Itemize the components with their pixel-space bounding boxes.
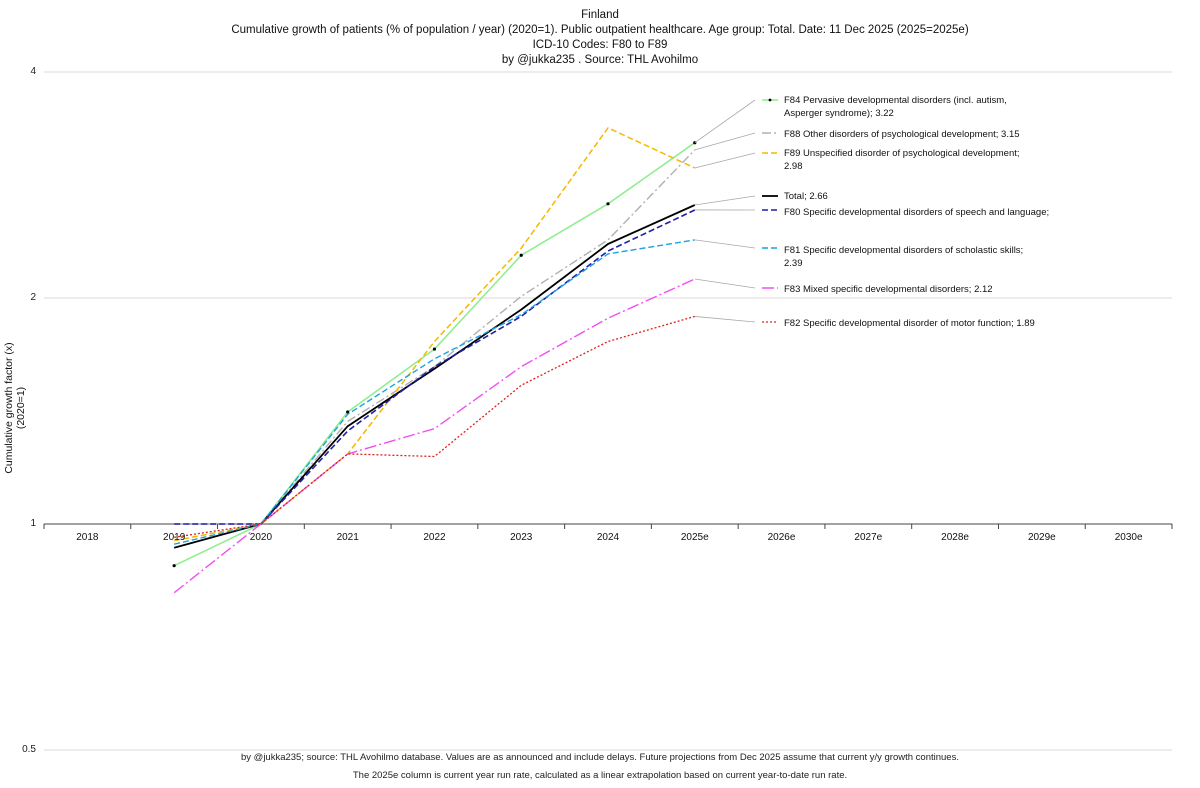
legend-entry: Total; 2.66 xyxy=(784,190,828,203)
y-tick-label: 1 xyxy=(30,518,36,529)
legend-entry-label: F83 Mixed specific developmental disorde… xyxy=(784,284,993,295)
legend-leader-6 xyxy=(694,278,756,289)
legend-entry: F81 Specific developmental disorders of … xyxy=(784,244,1023,270)
legend-leader-5 xyxy=(694,239,756,249)
x-tick-label: 2029e xyxy=(1027,532,1056,543)
x-tick-label: 2019 xyxy=(163,532,186,543)
legend-entry-label: F81 Specific developmental disorders of … xyxy=(784,245,1024,256)
legend-entry: F89 Unspecified disorder of psychologica… xyxy=(784,147,1020,173)
legend-entry: F83 Mixed specific developmental disorde… xyxy=(784,283,993,296)
y-tick-label: 4 xyxy=(30,66,36,77)
series-line-5 xyxy=(174,239,695,545)
x-tick-label: 2018 xyxy=(76,532,99,543)
x-tick-label: 2023 xyxy=(510,532,533,543)
series-point-0-2 xyxy=(346,410,350,414)
series-line-1 xyxy=(174,149,696,525)
legend-entry-value: 2.39 xyxy=(784,258,803,269)
legend-entry: F84 Pervasive developmental disorders (i… xyxy=(784,94,1007,120)
y-tick-label: 0.5 xyxy=(22,744,36,755)
legend-entry-label: F84 Pervasive developmental disorders (i… xyxy=(784,95,1007,106)
legend-leader-0 xyxy=(694,99,756,144)
y-tick-label: 2 xyxy=(30,292,36,303)
x-tick-label: 2027e xyxy=(854,532,883,543)
legend-entry-label: F88 Other disorders of psychological dev… xyxy=(784,129,1020,140)
legend-entry: F82 Specific developmental disorder of m… xyxy=(784,317,1035,330)
legend-entry: F80 Specific developmental disorders of … xyxy=(784,206,1049,219)
chart-byline: by @jukka235 . Source: THL Avohilmo xyxy=(501,54,699,66)
legend-leader-7 xyxy=(694,316,756,323)
series-point-0-0 xyxy=(172,564,176,568)
x-tick-label: 2021 xyxy=(336,532,359,543)
footer-note-2: The 2025e column is current year run rat… xyxy=(352,770,848,781)
series-point-0-3 xyxy=(432,347,437,351)
x-tick-label: 2025e xyxy=(680,532,709,543)
legend-entry-label: F80 Specific developmental disorders of … xyxy=(784,207,1050,218)
legend-leader-2 xyxy=(694,152,756,169)
legend-leader-3 xyxy=(694,195,756,206)
legend-entry-label: Total; 2.66 xyxy=(784,191,828,202)
legend-leader-1 xyxy=(694,132,756,151)
x-tick-label: 2028e xyxy=(941,532,969,543)
chart-subtitle: Cumulative growth of patients (% of popu… xyxy=(231,24,969,36)
x-tick-label: 2026e xyxy=(767,532,796,543)
series-line-6 xyxy=(173,278,696,594)
legend-entry-label: F82 Specific developmental disorder of m… xyxy=(784,318,1035,329)
series-point-0-5 xyxy=(606,202,610,206)
series-point-0-4 xyxy=(519,253,523,257)
footer-note: by @jukka235; source: THL Avohilmo datab… xyxy=(241,752,959,763)
chart-title: Finland xyxy=(581,9,619,21)
x-tick-label: 2030e xyxy=(1114,532,1143,543)
legend-entry-label: F89 Unspecified disorder of psychologica… xyxy=(784,148,1020,159)
series-line-0 xyxy=(173,142,696,567)
x-tick-label: 2020 xyxy=(249,532,273,543)
chart-title-block: Finland Cumulative growth of patients (%… xyxy=(0,8,1200,68)
chart-codes: ICD-10 Codes: F80 to F89 xyxy=(532,39,668,51)
x-tick-label: 2022 xyxy=(423,532,446,543)
legend-swatch-marker-0 xyxy=(768,98,772,102)
legend-entry-value: Asperger syndrome); 3.22 xyxy=(784,108,894,119)
series-line-3 xyxy=(173,204,696,549)
x-tick-label: 2024 xyxy=(596,532,620,543)
legend-entry: F88 Other disorders of psychological dev… xyxy=(784,128,1020,141)
series-line-2 xyxy=(174,127,696,542)
legend-entry-value: 2.98 xyxy=(784,161,803,172)
